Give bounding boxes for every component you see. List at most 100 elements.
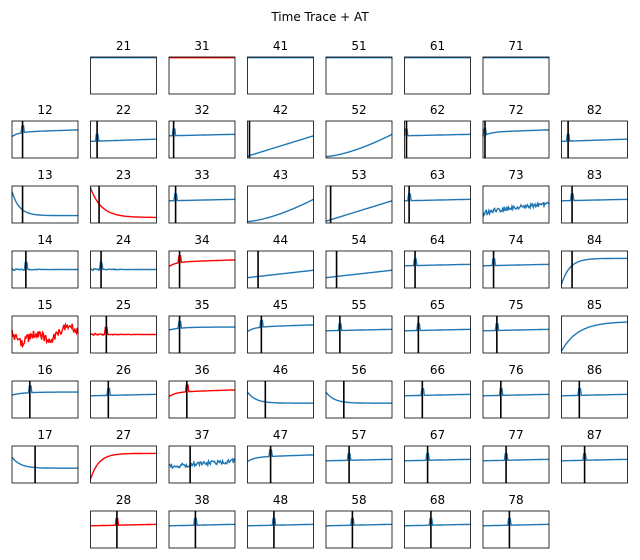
panel-frame xyxy=(325,315,393,354)
panel-63: 63 xyxy=(404,168,471,224)
trace-line xyxy=(560,321,628,352)
panel-title: 85 xyxy=(587,298,602,312)
panel-title: 13 xyxy=(37,168,52,182)
trace-line xyxy=(483,388,549,397)
panel-title: 51 xyxy=(351,39,366,53)
panel-title: 36 xyxy=(194,363,209,377)
panel-frame xyxy=(168,315,236,354)
panel-frame xyxy=(325,380,393,419)
panel-title: 58 xyxy=(351,493,366,507)
panel-frame xyxy=(404,120,471,159)
panel-frame xyxy=(168,120,236,159)
panel-frame xyxy=(247,120,314,159)
panel-title: 82 xyxy=(587,103,602,117)
panel-frame xyxy=(325,120,393,159)
panel-86: 86 xyxy=(561,363,628,419)
trace-line xyxy=(404,388,471,397)
panel-frame xyxy=(482,185,550,224)
panel-frame xyxy=(404,56,471,95)
panel-38: 38 xyxy=(168,493,236,549)
panel-frame xyxy=(90,56,157,95)
panel-title: 45 xyxy=(273,298,288,312)
panel-77: 77 xyxy=(482,428,550,484)
panel-title: 32 xyxy=(194,103,209,117)
panel-32: 32 xyxy=(168,103,236,159)
panel-66: 66 xyxy=(404,363,471,419)
trace-line xyxy=(247,449,314,463)
panel-56: 56 xyxy=(325,363,393,419)
panel-71: 71 xyxy=(482,39,550,95)
panel-frame xyxy=(11,315,79,354)
panel-frame xyxy=(247,250,314,289)
panel-frame xyxy=(325,250,393,289)
panel-title: 35 xyxy=(194,298,209,312)
panel-title: 55 xyxy=(351,298,366,312)
trace-line xyxy=(483,517,549,527)
panel-26: 26 xyxy=(90,363,157,419)
panel-title: 84 xyxy=(587,233,602,247)
panel-47: 47 xyxy=(247,428,314,484)
panel-frame xyxy=(325,56,393,95)
trace-line xyxy=(90,133,157,142)
panel-frame xyxy=(482,250,550,289)
panel-title: 73 xyxy=(508,168,523,182)
panel-51: 51 xyxy=(325,39,393,95)
panel-title: 25 xyxy=(116,298,131,312)
panel-frame xyxy=(561,315,628,354)
panel-title: 76 xyxy=(508,363,523,377)
panel-frame xyxy=(482,315,550,354)
panel-37: 37 xyxy=(168,428,236,484)
panel-title: 33 xyxy=(194,168,209,182)
trace-line xyxy=(404,517,471,527)
panel-48: 48 xyxy=(247,493,314,549)
panel-title: 21 xyxy=(116,39,131,53)
panel-frame xyxy=(168,185,236,224)
panel-frame xyxy=(11,120,79,159)
panel-title: 43 xyxy=(273,168,288,182)
panel-frame xyxy=(168,250,236,289)
trace-line xyxy=(90,517,157,527)
panel-42: 42 xyxy=(247,103,314,159)
panel-title: 77 xyxy=(508,428,523,442)
panel-frame xyxy=(561,185,628,224)
panel-title: 42 xyxy=(273,103,288,117)
panel-frame xyxy=(11,250,79,289)
panel-frame xyxy=(404,185,471,224)
panel-53: 53 xyxy=(325,168,393,224)
trace-line xyxy=(247,198,314,223)
panel-frame xyxy=(561,120,628,159)
panel-title: 86 xyxy=(587,363,602,377)
trace-line xyxy=(404,193,471,202)
panel-65: 65 xyxy=(404,298,471,354)
panel-title: 54 xyxy=(351,233,366,247)
panel-title: 47 xyxy=(273,428,288,442)
panel-35: 35 xyxy=(168,298,236,354)
panel-title: 63 xyxy=(430,168,445,182)
panel-frame xyxy=(168,56,236,95)
panel-75: 75 xyxy=(482,298,550,354)
panel-title: 74 xyxy=(508,233,523,247)
panel-frame xyxy=(90,250,157,289)
panel-title: 16 xyxy=(37,363,52,377)
panel-frame xyxy=(404,315,471,354)
panel-frame xyxy=(247,380,314,419)
trace-line xyxy=(169,193,235,202)
panel-title: 48 xyxy=(273,493,288,507)
panel-28: 28 xyxy=(90,493,157,549)
panel-36: 36 xyxy=(168,363,236,419)
panel-frame xyxy=(482,380,550,419)
trace-line xyxy=(561,452,628,462)
panel-22: 22 xyxy=(90,103,157,159)
trace-line xyxy=(246,391,314,404)
panel-17: 17 xyxy=(11,428,79,484)
panel-67: 67 xyxy=(404,428,471,484)
panel-title: 61 xyxy=(430,39,445,53)
figure-title: Time Trace + AT xyxy=(270,10,369,24)
panel-14: 14 xyxy=(11,233,79,289)
panel-frame xyxy=(90,120,157,159)
panel-title: 71 xyxy=(508,39,523,53)
panel-title: 38 xyxy=(194,493,209,507)
panel-title: 56 xyxy=(351,363,366,377)
trace-line xyxy=(169,128,235,137)
panel-frame xyxy=(90,315,157,354)
